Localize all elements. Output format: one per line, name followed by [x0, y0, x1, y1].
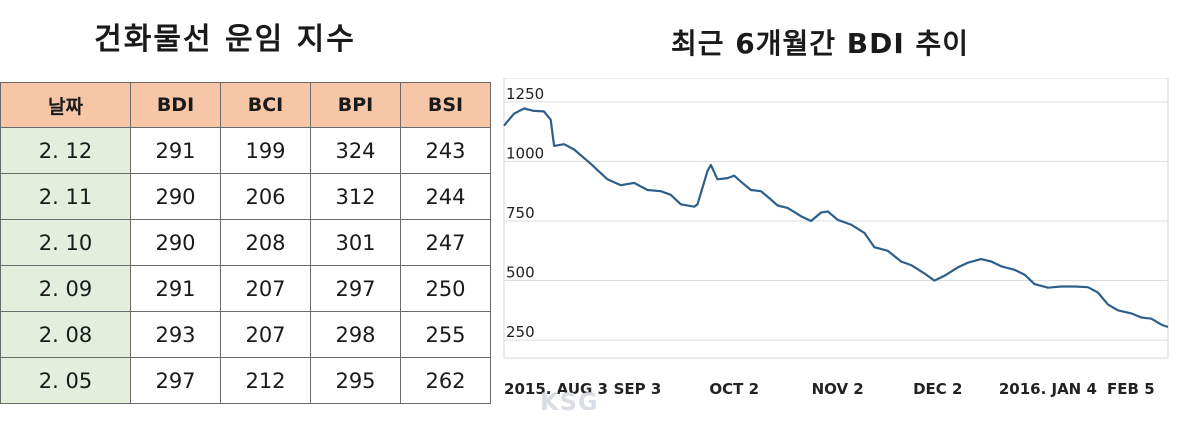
cell-bci: 212 [220, 357, 311, 404]
table-row: 2. 12 291 199 324 243 [0, 127, 491, 174]
cell-bpi: 324 [310, 127, 401, 174]
y-tick-label: 1000 [506, 144, 544, 162]
cell-bsi: 247 [400, 219, 491, 266]
cell-date: 2. 12 [0, 127, 131, 174]
bdi-line-chart: 1250 1000 750 500 250 2015. AUG 3 SEP 3 OCT 2 NO… [498, 78, 1174, 400]
header-bsi: BSI [400, 82, 491, 128]
x-tick-label: OCT 2 [709, 380, 759, 398]
cell-bci: 207 [220, 265, 311, 312]
cell-bsi: 243 [400, 127, 491, 174]
x-tick-label: FEB 5 [1107, 380, 1155, 398]
cell-date: 2. 11 [0, 173, 131, 220]
cell-bsi: 244 [400, 173, 491, 220]
cell-bpi: 295 [310, 357, 401, 404]
table-row: 2. 11 290 206 312 244 [0, 173, 491, 220]
cell-bdi: 290 [130, 173, 221, 220]
bdi-series-line [503, 107, 1169, 329]
cell-bpi: 297 [310, 265, 401, 312]
header-bci: BCI [220, 82, 311, 128]
x-tick-label: NOV 2 [812, 380, 864, 398]
table-row: 2. 10 290 208 301 247 [0, 219, 491, 266]
watermark-logo: KSG [540, 388, 599, 416]
cell-bci: 206 [220, 173, 311, 220]
cell-date: 2. 10 [0, 219, 131, 266]
x-tick-label: 2015. AUG 3 [504, 380, 608, 398]
plot-frame [503, 78, 1169, 359]
cell-bdi: 290 [130, 219, 221, 266]
y-tick-label: 1250 [506, 85, 544, 103]
cell-bsi: 262 [400, 357, 491, 404]
cell-bsi: 250 [400, 265, 491, 312]
chart-title: 최근 6개월간 BDI 추이 [670, 27, 970, 60]
cell-bci: 208 [220, 219, 311, 266]
cell-bdi: 293 [130, 311, 221, 358]
header-bdi: BDI [130, 82, 221, 128]
x-tick-label: DEC 2 [913, 380, 962, 398]
bdi-chart-svg: 1250 1000 750 500 250 2015. AUG 3 SEP 3 OCT 2 NO… [503, 78, 1169, 398]
cell-bdi: 291 [130, 265, 221, 312]
y-tick-label: 250 [506, 323, 535, 341]
x-tick-label: SEP 3 [614, 380, 662, 398]
cell-bsi: 255 [400, 311, 491, 358]
freight-index-table: 날짜 BDI BCI BPI BSI 2. 12 291 199 324 243… [0, 82, 491, 404]
table-header-row: 날짜 BDI BCI BPI BSI [0, 82, 491, 128]
header-date: 날짜 [0, 82, 131, 128]
cell-bci: 199 [220, 127, 311, 174]
table-row: 2. 05 297 212 295 262 [0, 357, 491, 404]
cell-bpi: 298 [310, 311, 401, 358]
cell-bpi: 301 [310, 219, 401, 266]
cell-date: 2. 09 [0, 265, 131, 312]
table-row: 2. 08 293 207 298 255 [0, 311, 491, 358]
table-title: 건화물선 운임 지수 [94, 22, 356, 57]
cell-bpi: 312 [310, 173, 401, 220]
y-tick-label: 500 [506, 264, 535, 282]
x-tick-label: 2016. JAN 4 [999, 380, 1097, 398]
cell-date: 2. 05 [0, 357, 131, 404]
y-tick-label: 750 [506, 204, 535, 222]
table-row: 2. 09 291 207 297 250 [0, 265, 491, 312]
cell-bci: 207 [220, 311, 311, 358]
cell-bdi: 297 [130, 357, 221, 404]
cell-bdi: 291 [130, 127, 221, 174]
header-bpi: BPI [310, 82, 401, 128]
cell-date: 2. 08 [0, 311, 131, 358]
